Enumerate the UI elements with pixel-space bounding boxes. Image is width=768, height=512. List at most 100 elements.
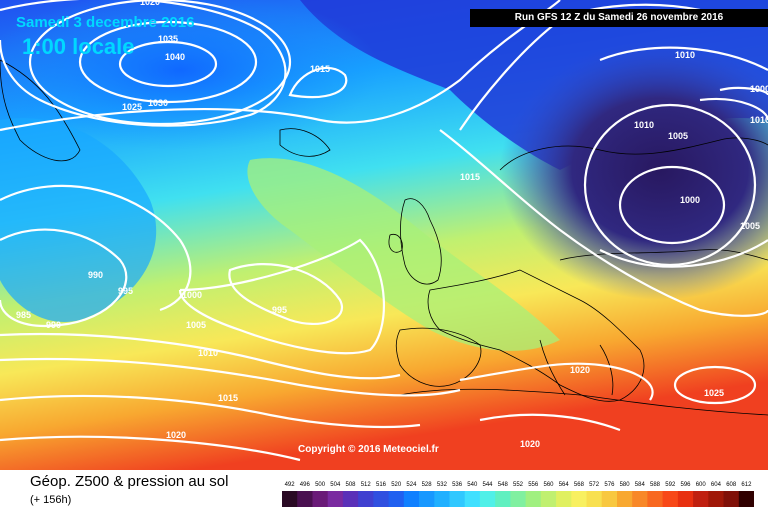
scale-swatch [601,491,618,507]
forecast-date: Samedi 3 decembre 2016 [16,14,195,31]
isobar-label: 1005 [186,320,206,330]
scale-swatch [403,491,420,507]
isobar-label: 1030 [148,98,168,108]
isobar-label: 995 [272,305,287,315]
isobar-label: 990 [88,270,103,280]
scale-swatch [525,491,542,507]
scale-swatch [449,491,466,507]
scale-swatch [479,491,496,507]
weather-map: 1020 1035 1040 1030 1025 1015 1010 1010 … [0,0,768,470]
scale-tick-label: 508 [345,482,356,488]
isobar-label: 1020 [520,439,540,449]
copyright-notice: Copyright © 2016 Meteociel.fr [298,444,439,455]
scale-tick-label: 580 [620,482,631,488]
scale-swatch [647,491,664,507]
scale-swatch [327,491,344,507]
scale-swatch [571,491,587,507]
isobar-label: 1025 [704,388,724,398]
scale-swatch [723,491,740,507]
scale-tick-label: 564 [559,482,570,488]
isobar-label: 1015 [218,393,238,403]
coastlines [0,59,768,416]
color-scale: 492 496 500 504 508 512 516 520 524 528 532 536 540 5… [282,482,754,507]
scale-tick-label: 532 [437,482,448,488]
scale-tick-label: 604 [711,482,722,488]
scale-tick-label: 548 [498,482,509,488]
scale-swatch [617,491,633,507]
scale-tick-label: 552 [513,482,524,488]
isobar-label: 1010 [750,115,768,125]
isobar-labels: 1020 1035 1040 1030 1025 1015 1010 1010 … [16,0,768,449]
isobar-label: 1000 [680,195,700,205]
isobar-label: 985 [16,310,31,320]
scale-swatch [464,491,481,507]
scale-swatch [342,491,359,507]
warm-ridge [247,158,561,351]
scale-tick-label: 500 [315,482,326,488]
isobar-label: 1020 [166,430,186,440]
isobar-label: 1020 [570,365,590,375]
scale-swatch [677,491,694,507]
scale-tick-label: 556 [528,482,539,488]
forecast-time: 1:00 locale [22,34,135,59]
isobar-label: 1010 [675,50,695,60]
model-run-label: Run GFS 12 Z du Samedi 26 novembre 2016 [470,9,768,27]
scale-swatch [297,491,313,507]
isobar-label: 1005 [740,221,760,231]
isobar-label: 1040 [165,52,185,62]
isobar-label: 995 [118,286,133,296]
isobar-label: 1000 [750,84,768,94]
scale-swatch [373,491,390,507]
scale-tick-label: 516 [376,482,387,488]
isobar-label: 1005 [668,131,688,141]
scale-tick-label: 576 [604,482,615,488]
scale-swatch [693,491,709,507]
scale-tick-label: 584 [635,482,646,488]
isobar-label: 1020 [140,0,160,7]
scale-swatch [632,491,648,507]
scale-tick-label: 520 [391,482,402,488]
scale-swatch [738,491,754,507]
scale-tick-label: 512 [361,482,372,488]
scale-tick-label: 600 [696,482,707,488]
isobar-label: 1010 [198,348,218,358]
scale-swatch [388,491,405,507]
scale-swatch [540,491,557,507]
scale-swatch [358,491,374,507]
scale-swatch [708,491,724,507]
scale-swatch [510,491,527,507]
scale-tick-label: 572 [589,482,600,488]
scale-tick-label: 540 [467,482,478,488]
scale-tick-label: 612 [741,482,752,488]
scale-swatch [495,491,511,507]
isobar-label: 1015 [310,64,330,74]
scale-swatch [586,491,603,507]
scale-tick-label: 588 [650,482,661,488]
scale-tick-label: 536 [452,482,463,488]
isobar-label: 990 [46,320,61,330]
legend-title: Géop. Z500 & pression au sol [30,473,229,490]
scale-swatch [282,491,298,507]
isobar-label: 1035 [158,34,178,44]
high-west-shading [0,0,380,150]
scale-swatch [662,491,679,507]
legend-subtitle: (+ 156h) [30,494,72,506]
isobar-label: 1010 [634,120,654,130]
scale-swatch [419,491,435,507]
scale-tick-label: 608 [726,482,737,488]
low-west-shading [0,118,157,322]
scale-swatch [556,491,572,507]
isobar-label: 1015 [460,172,480,182]
scale-tick-label: 496 [300,482,311,488]
isobar-label: 1025 [122,102,142,112]
scale-tick-label: 528 [422,482,433,488]
scale-tick-label: 524 [406,482,417,488]
scale-tick-label: 492 [285,482,296,488]
scale-tick-label: 544 [482,482,493,488]
scale-tick-label: 568 [574,482,585,488]
scale-tick-label: 504 [330,482,341,488]
isobar-label: 1000 [182,290,202,300]
scale-swatch [312,491,329,507]
isobars [0,0,768,460]
scale-swatch [434,491,450,507]
